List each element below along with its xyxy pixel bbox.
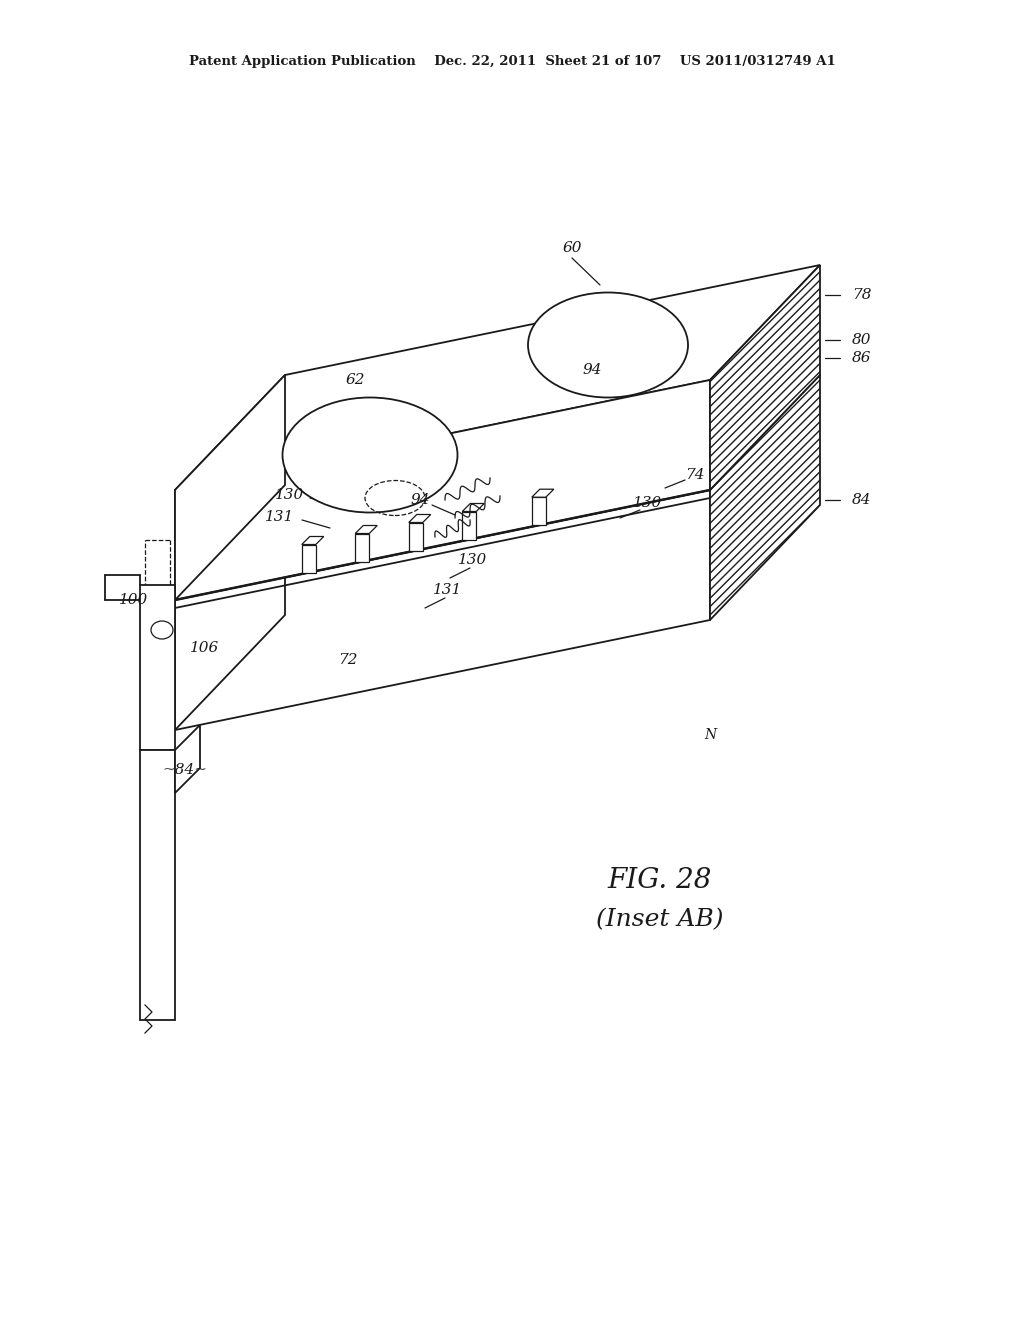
Text: 131: 131 [433, 583, 463, 597]
Text: 84: 84 [852, 492, 871, 507]
Polygon shape [140, 585, 175, 750]
Ellipse shape [283, 397, 458, 512]
Text: ~84~: ~84~ [163, 763, 208, 777]
Polygon shape [175, 380, 710, 601]
Polygon shape [140, 750, 175, 1020]
Polygon shape [175, 375, 820, 601]
Text: 62: 62 [345, 374, 365, 387]
Ellipse shape [151, 620, 173, 639]
Text: 130: 130 [459, 553, 487, 568]
Polygon shape [531, 498, 546, 525]
Text: 60: 60 [562, 242, 582, 255]
Text: (Inset AB): (Inset AB) [596, 908, 724, 932]
Polygon shape [409, 515, 431, 523]
Text: 130: 130 [275, 488, 304, 502]
Ellipse shape [528, 293, 688, 397]
Polygon shape [175, 725, 200, 793]
Polygon shape [462, 511, 476, 540]
Text: 131: 131 [265, 510, 295, 524]
Polygon shape [302, 536, 324, 544]
Polygon shape [355, 525, 377, 533]
Polygon shape [710, 265, 820, 490]
Text: 72: 72 [338, 653, 357, 667]
Text: 94: 94 [583, 363, 602, 378]
Text: 74: 74 [685, 469, 705, 482]
Polygon shape [175, 265, 820, 490]
Polygon shape [175, 375, 285, 601]
Text: 80: 80 [852, 333, 871, 347]
Text: 94: 94 [411, 492, 430, 507]
Polygon shape [462, 503, 484, 511]
Text: 106: 106 [190, 642, 219, 655]
Text: 86: 86 [852, 351, 871, 366]
Text: Patent Application Publication    Dec. 22, 2011  Sheet 21 of 107    US 2011/0312: Patent Application Publication Dec. 22, … [188, 55, 836, 69]
Polygon shape [409, 523, 423, 550]
Polygon shape [175, 490, 710, 730]
Text: 130: 130 [634, 496, 663, 510]
Polygon shape [355, 533, 370, 561]
Text: N: N [703, 729, 716, 742]
Polygon shape [175, 484, 285, 730]
Polygon shape [531, 490, 554, 498]
Polygon shape [302, 544, 315, 573]
Text: 78: 78 [852, 288, 871, 302]
Polygon shape [710, 375, 820, 620]
Text: 100: 100 [119, 593, 148, 607]
Text: FIG. 28: FIG. 28 [608, 866, 712, 894]
